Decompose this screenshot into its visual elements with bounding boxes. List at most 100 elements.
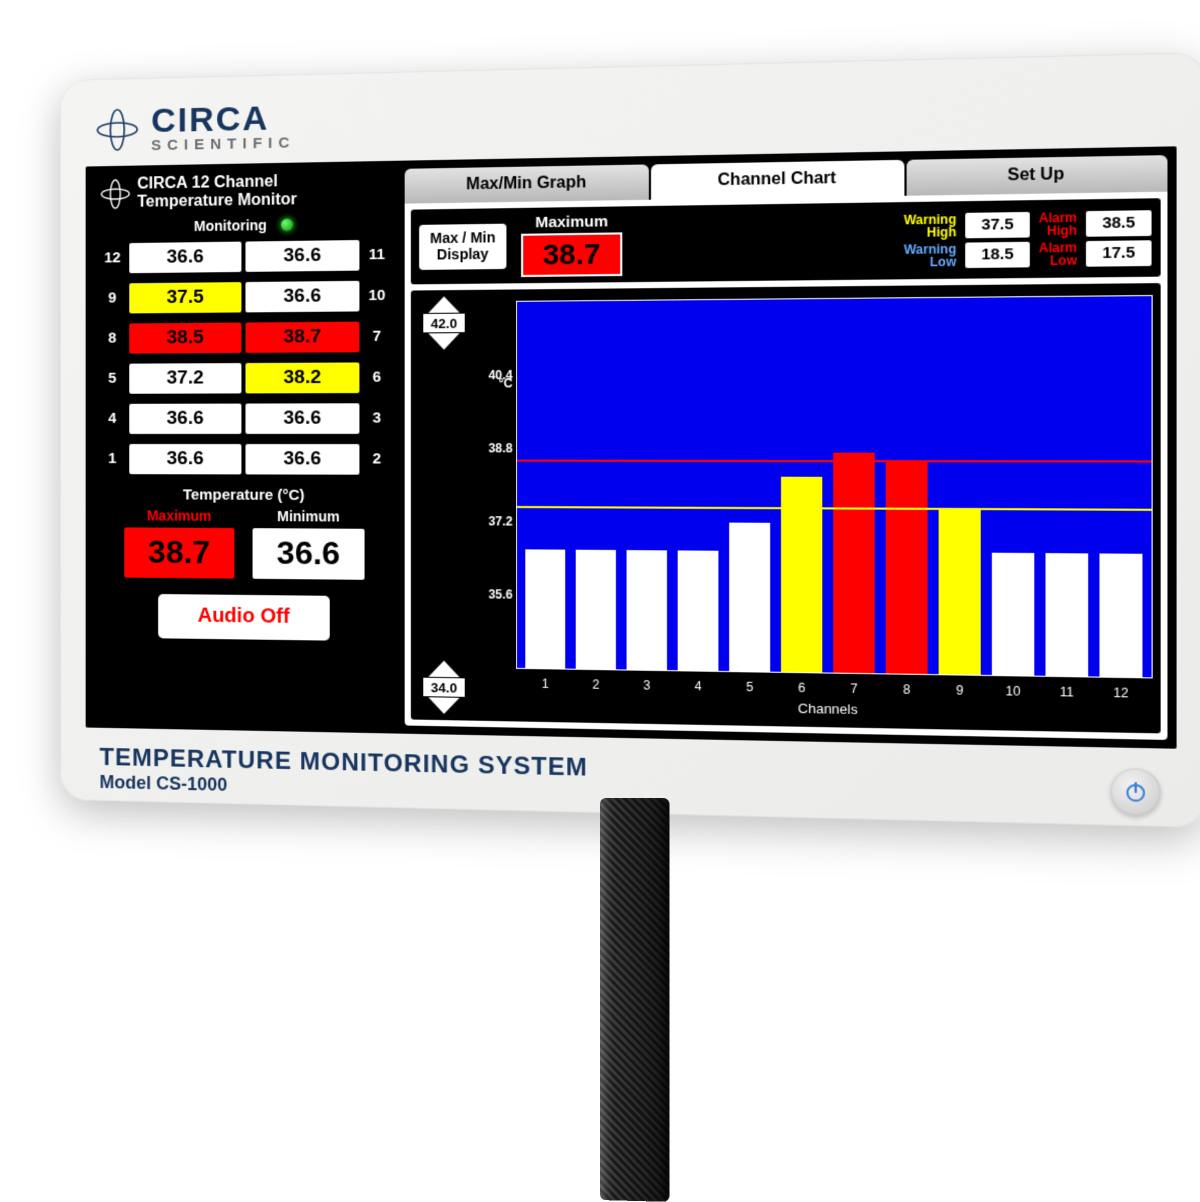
brand-text: CIRCA SCIENTIFIC [151,101,295,154]
monitoring-label: Monitoring [194,217,267,234]
monitor-device: CIRCA SCIENTIFIC CIRCA 12 Channel Temper… [60,52,1200,828]
left-title-line2: Temperature Monitor [137,191,297,212]
channel-number: 7 [364,328,391,346]
channel-temp-cell: 36.6 [129,444,241,474]
warning-low-label: WarningLow [904,242,957,268]
arrow-up-icon[interactable] [428,660,459,677]
x-tick: 9 [939,683,981,699]
bar-channel-8 [886,463,928,674]
channel-number: 12 [99,249,125,266]
warning-low-value[interactable]: 18.5 [965,241,1030,267]
left-logo-icon [99,178,131,211]
bar-channel-9 [939,510,981,675]
brand-logo-icon [96,107,140,152]
alarm-high-label: AlarmHigh [1039,211,1077,237]
channel-temp-cell: 38.5 [129,322,241,353]
x-tick: 10 [992,683,1034,699]
channel-number: 9 [99,290,125,307]
left-panel: CIRCA 12 Channel Temperature Monitor Mon… [94,169,397,725]
alarm-low-value[interactable]: 17.5 [1086,240,1152,266]
brand-name: CIRCA [151,101,295,138]
limits-grid: WarningHigh 37.5 AlarmHigh 38.5 WarningL… [904,210,1152,269]
channel-temp-cell: 38.2 [245,362,359,393]
x-tick: 1 [525,676,565,691]
chart-area: 42.0 34.0 °C 35.637.238.840.4 [411,283,1161,733]
bar-channel-3 [627,550,667,670]
channel-number: 4 [99,410,125,427]
minimum-block: Minimum 36.6 [253,508,365,580]
maximum-value: 38.7 [124,527,234,578]
tab-set-up[interactable]: Set Up [906,155,1167,196]
y-axis: °C 35.637.238.840.4 [469,296,517,716]
bar-channel-2 [576,549,616,669]
tab-max-min-graph[interactable]: Max/Min Graph [405,164,650,203]
y-bottom-spinner[interactable]: 34.0 [421,660,467,714]
maximum-readout: Maximum 38.7 [521,213,622,277]
channel-number: 8 [99,330,125,347]
bar-channel-1 [525,549,565,669]
maximum-label: Maximum [124,507,234,524]
bar-channel-11 [1045,553,1088,677]
alarm-low-label: AlarmLow [1039,241,1077,267]
maximum-readout-label: Maximum [521,213,622,232]
x-tick: 8 [886,682,928,697]
y-tick: 40.4 [488,368,512,383]
channel-number: 5 [99,370,125,387]
right-panel: Max/Min GraphChannel ChartSet Up Max / M… [405,155,1168,740]
channel-number: 6 [364,369,391,386]
monitoring-row: Monitoring [99,215,390,235]
x-tick: 12 [1099,685,1142,701]
y-axis-controls: 42.0 34.0 [419,296,469,714]
channel-number: 10 [364,287,391,305]
bar-channel-12 [1099,553,1142,677]
bar-row [517,296,1152,677]
power-button[interactable] [1111,767,1161,815]
arrow-up-icon[interactable] [428,296,459,313]
channel-temp-cell: 36.6 [129,241,241,273]
plot-area [517,296,1152,677]
monitor-stand [600,798,669,1202]
y-top-value: 42.0 [422,313,466,334]
channel-temp-cell: 36.6 [245,281,359,313]
y-top-spinner[interactable]: 42.0 [421,296,467,350]
arrow-down-icon[interactable] [428,697,459,714]
minimum-label: Minimum [253,508,365,525]
tab-channel-chart[interactable]: Channel Chart [651,160,904,200]
bar-channel-10 [992,552,1034,675]
channel-temp-cell: 37.5 [129,282,241,313]
left-header: CIRCA 12 Channel Temperature Monitor [99,171,390,213]
channel-temp-cell: 36.6 [129,403,241,433]
y-tick: 37.2 [488,514,512,529]
maximum-readout-value: 38.7 [521,232,622,277]
channel-number: 2 [364,450,391,467]
x-tick: 7 [833,681,875,696]
x-tick: 11 [1045,684,1088,700]
left-title: CIRCA 12 Channel Temperature Monitor [137,173,297,213]
product-title-block: TEMPERATURE MONITORING SYSTEM Model CS-1… [99,744,587,805]
bar-channel-6 [781,476,822,672]
brand-sub: SCIENTIFIC [151,135,295,153]
maxmin-display-button[interactable]: Max / Min Display [419,223,506,269]
x-tick: 3 [627,678,667,693]
chart-top-row: Max / Min Display Maximum 38.7 WarningHi… [411,198,1161,284]
x-tick: 2 [576,677,616,692]
y-tick: 35.6 [488,587,512,602]
bar-channel-4 [678,550,719,671]
x-tick: 6 [781,680,822,695]
channel-number: 3 [364,410,391,427]
channel-temp-cell: 36.6 [245,444,359,475]
max-min-row: Maximum 38.7 Minimum 36.6 [99,507,390,580]
channel-number: 1 [99,450,125,467]
plot: 123456789101112 Channels [517,290,1152,727]
minimum-value: 36.6 [253,528,365,580]
bar-channel-7 [833,453,875,673]
audio-off-button[interactable]: Audio Off [158,594,330,641]
tab-body: Max / Min Display Maximum 38.7 WarningHi… [405,192,1168,740]
warning-high-label: WarningHigh [904,212,957,238]
channel-grid: 1236.636.611937.536.610838.538.77537.238… [99,237,390,476]
power-icon [1123,779,1148,803]
screen: CIRCA 12 Channel Temperature Monitor Mon… [86,146,1177,748]
alarm-high-value[interactable]: 38.5 [1086,210,1152,237]
warning-high-value[interactable]: 37.5 [965,211,1030,237]
arrow-down-icon[interactable] [428,333,459,350]
